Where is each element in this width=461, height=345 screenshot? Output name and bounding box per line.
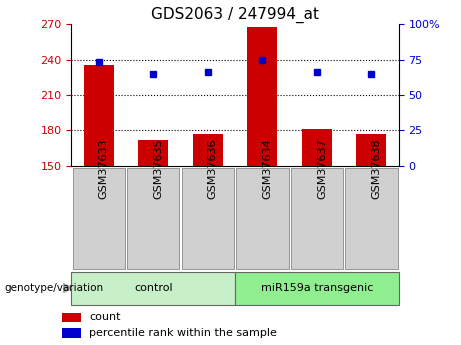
Text: GSM37635: GSM37635: [153, 138, 163, 199]
FancyBboxPatch shape: [127, 168, 179, 269]
Text: GSM37637: GSM37637: [317, 138, 327, 199]
FancyBboxPatch shape: [71, 272, 235, 305]
FancyBboxPatch shape: [291, 168, 343, 269]
Bar: [302, 129, 332, 166]
Text: control: control: [134, 283, 172, 293]
Polygon shape: [64, 284, 72, 293]
Bar: [356, 134, 386, 166]
FancyBboxPatch shape: [182, 168, 234, 269]
Bar: [62, 313, 81, 322]
Text: percentile rank within the sample: percentile rank within the sample: [89, 328, 277, 338]
FancyBboxPatch shape: [235, 272, 399, 305]
Bar: [62, 328, 81, 337]
Bar: [193, 134, 223, 166]
FancyBboxPatch shape: [236, 168, 289, 269]
Text: genotype/variation: genotype/variation: [5, 283, 104, 293]
Text: miR159a transgenic: miR159a transgenic: [261, 283, 373, 293]
Bar: [84, 66, 114, 166]
Text: GSM37634: GSM37634: [262, 138, 272, 199]
Text: GSM37633: GSM37633: [99, 138, 109, 199]
Text: count: count: [89, 312, 121, 322]
Title: GDS2063 / 247994_at: GDS2063 / 247994_at: [151, 7, 319, 23]
Text: GSM37636: GSM37636: [208, 138, 218, 199]
Bar: [138, 140, 168, 166]
FancyBboxPatch shape: [72, 168, 125, 269]
Bar: [248, 27, 278, 166]
Text: GSM37638: GSM37638: [372, 138, 382, 199]
FancyBboxPatch shape: [345, 168, 398, 269]
